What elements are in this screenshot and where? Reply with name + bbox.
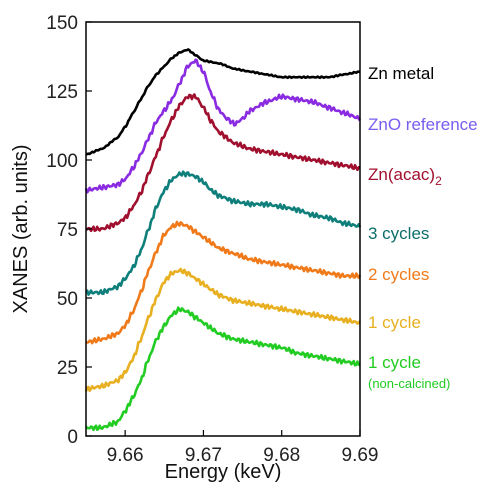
series-label: 1 cycle [368, 313, 421, 332]
series-label: 1 cycle [368, 353, 421, 372]
series-label: 3 cycles [368, 224, 429, 243]
x-tick-label: 9.67 [185, 445, 222, 466]
series-line [85, 170, 362, 296]
series-line [84, 58, 362, 194]
plot-frame [85, 21, 361, 437]
y-tick-label: 100 [46, 151, 78, 172]
y-tick-label: 75 [57, 220, 78, 241]
series-line [85, 93, 361, 233]
y-tick-label: 25 [57, 358, 78, 379]
y-tick-label: 150 [46, 13, 78, 34]
x-tick-label: 9.66 [107, 445, 144, 466]
x-axis-ticks: 9.66 9.67 9.68 9.69 [107, 430, 379, 466]
series-line [85, 220, 362, 345]
x-tick-label: 9.69 [342, 445, 379, 466]
x-tick-label: 9.68 [263, 445, 300, 466]
series-label: Zn metal [368, 64, 434, 83]
y-tick-label: 125 [46, 82, 78, 103]
series-line [85, 48, 361, 156]
series-line [85, 306, 361, 432]
series-label: Zn(acac)2 [368, 165, 442, 188]
series-label: 2 cycles [368, 265, 429, 284]
series-labels: Zn metal ZnO reference Zn(acac)2 3 cycles 2 … [368, 64, 478, 391]
series-sublabel: (non-calcined) [368, 376, 450, 391]
series-label: ZnO reference [368, 115, 478, 134]
y-tick-label: 0 [67, 427, 78, 448]
x-axis-title: Energy (keV) [165, 461, 282, 483]
plot-lines [84, 48, 362, 432]
y-tick-label: 50 [57, 289, 78, 310]
y-axis-ticks: 0 25 50 75 100 125 150 [46, 13, 92, 448]
y-axis-title: XANES (arb. units) [10, 145, 32, 314]
series-line [84, 267, 362, 393]
